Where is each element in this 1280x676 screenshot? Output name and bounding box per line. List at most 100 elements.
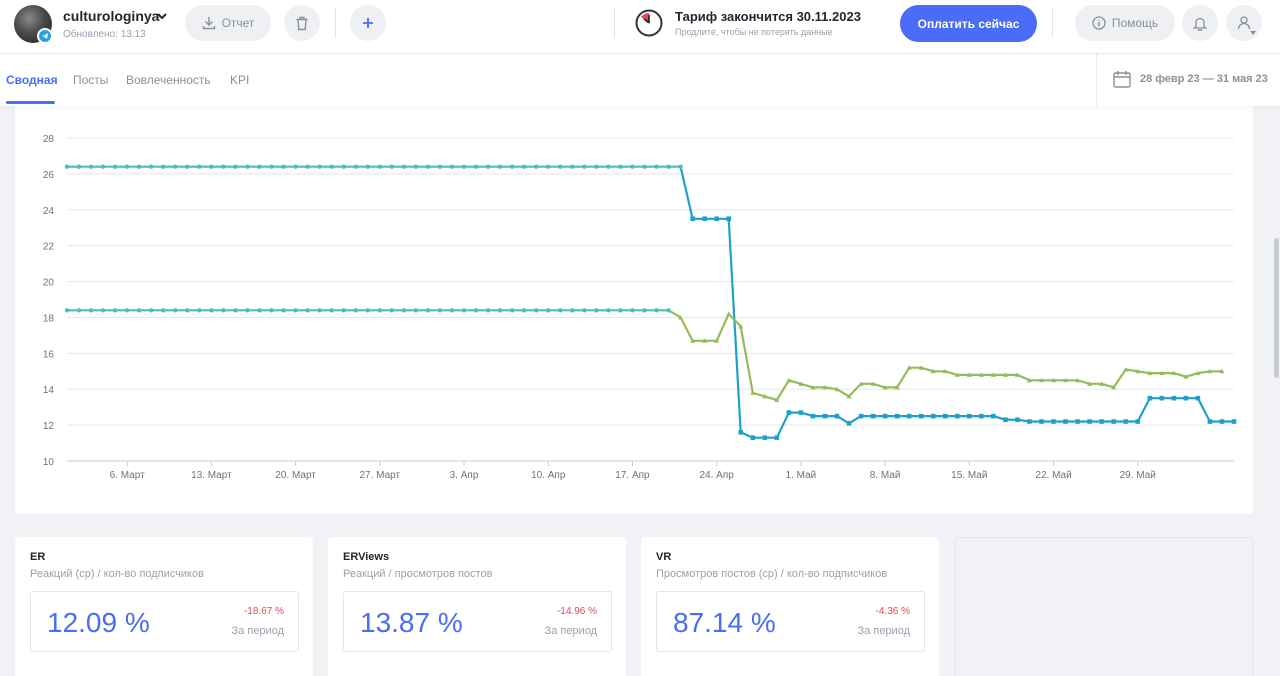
profile-button[interactable] <box>1226 5 1262 41</box>
data-point <box>64 308 70 313</box>
data-point <box>365 164 370 169</box>
metric-value: 87.14 % <box>673 607 776 638</box>
data-point <box>76 308 82 313</box>
chevron-down-icon[interactable] <box>156 10 168 22</box>
x-tick-label: 17. Апр <box>615 470 650 481</box>
data-point <box>906 365 912 370</box>
data-point <box>197 308 202 313</box>
data-point <box>906 413 912 419</box>
data-point <box>124 164 130 169</box>
data-point <box>918 413 924 419</box>
data-point <box>353 164 358 169</box>
data-point <box>329 164 334 169</box>
data-point <box>546 308 551 313</box>
data-point <box>942 368 948 374</box>
data-point <box>281 164 286 169</box>
data-point <box>389 164 395 169</box>
data-point <box>521 308 527 313</box>
data-point <box>461 308 467 313</box>
add-button[interactable] <box>350 5 386 41</box>
account-name[interactable]: culturologinya <box>63 8 160 24</box>
delete-button[interactable] <box>284 5 320 41</box>
tariff-subtitle: Продлите, чтобы не потерять данные <box>675 27 833 37</box>
tab-kpi[interactable]: KPI <box>230 73 250 87</box>
x-tick-label: 24. Апр <box>700 470 735 481</box>
data-point <box>606 308 611 313</box>
data-point <box>209 308 214 313</box>
data-point <box>894 384 900 390</box>
data-point <box>654 308 659 313</box>
data-point <box>425 308 431 313</box>
data-point <box>702 338 708 343</box>
data-point <box>1183 374 1189 379</box>
metric-title: VR <box>656 551 672 563</box>
metric-period: За период <box>544 625 597 637</box>
data-point <box>305 164 310 169</box>
y-tick-label: 20 <box>43 278 55 289</box>
data-point <box>967 413 972 419</box>
data-point <box>1087 381 1093 386</box>
active-tab-indicator <box>6 101 55 104</box>
x-tick-label: 13. Март <box>191 470 232 481</box>
data-point <box>161 164 166 169</box>
data-point <box>978 372 984 377</box>
data-point <box>161 308 166 313</box>
data-point <box>738 429 744 435</box>
data-point <box>473 308 479 313</box>
data-point <box>497 164 503 169</box>
data-point <box>353 308 358 313</box>
pay-now-button[interactable]: Оплатить сейчас <box>900 5 1037 42</box>
data-point <box>269 164 274 169</box>
data-point <box>1039 419 1044 424</box>
metric-card-erviews: ERViews Реакций / просмотров постов 13.8… <box>328 537 626 676</box>
data-point <box>112 308 118 313</box>
data-point <box>485 164 491 169</box>
x-tick-label: 15. Май <box>951 470 987 481</box>
data-point <box>1087 419 1092 424</box>
data-point <box>798 410 804 415</box>
x-tick-label: 22. Май <box>1035 470 1071 481</box>
data-point <box>1111 419 1116 424</box>
data-point <box>786 410 792 415</box>
plus-icon <box>363 18 373 28</box>
data-point <box>618 164 623 169</box>
data-point <box>654 164 659 169</box>
data-point <box>1063 419 1068 424</box>
data-point <box>413 164 419 169</box>
page-scrollbar[interactable] <box>1274 238 1279 378</box>
data-point <box>858 413 864 419</box>
tab-posts[interactable]: Посты <box>73 73 109 87</box>
data-point <box>810 384 816 390</box>
notifications-button[interactable] <box>1182 5 1218 41</box>
data-point <box>894 413 900 419</box>
y-tick-label: 26 <box>43 170 55 181</box>
divider <box>1052 8 1053 38</box>
data-point <box>281 308 286 313</box>
data-point <box>618 308 623 313</box>
report-button[interactable]: Отчет <box>185 5 271 41</box>
last-updated: Обновлено: 13:13 <box>63 29 146 40</box>
tab-engagement[interactable]: Вовлеченность <box>126 73 211 87</box>
data-point <box>822 384 828 390</box>
help-button[interactable]: Помощь <box>1075 5 1175 41</box>
data-point <box>774 435 780 440</box>
top-header: culturologinya Обновлено: 13:13 Отчет Та… <box>0 0 1280 54</box>
date-range-picker[interactable]: 28 февр 23 — 31 мая 23 <box>1140 73 1268 85</box>
data-point <box>991 413 996 419</box>
metric-delta: -14.96 % <box>556 606 597 617</box>
data-point <box>197 164 202 169</box>
data-point <box>762 393 768 399</box>
data-point <box>666 164 671 169</box>
tab-summary[interactable]: Сводная <box>6 73 58 87</box>
data-point <box>112 164 118 169</box>
data-point <box>738 323 744 329</box>
divider <box>614 8 615 38</box>
data-point <box>1039 377 1045 383</box>
clock-icon <box>635 9 663 37</box>
data-point <box>690 338 696 343</box>
data-point <box>1027 419 1032 424</box>
calendar-icon[interactable] <box>1112 69 1132 89</box>
data-point <box>1195 395 1201 401</box>
y-tick-label: 16 <box>43 349 55 360</box>
data-point <box>714 216 719 222</box>
